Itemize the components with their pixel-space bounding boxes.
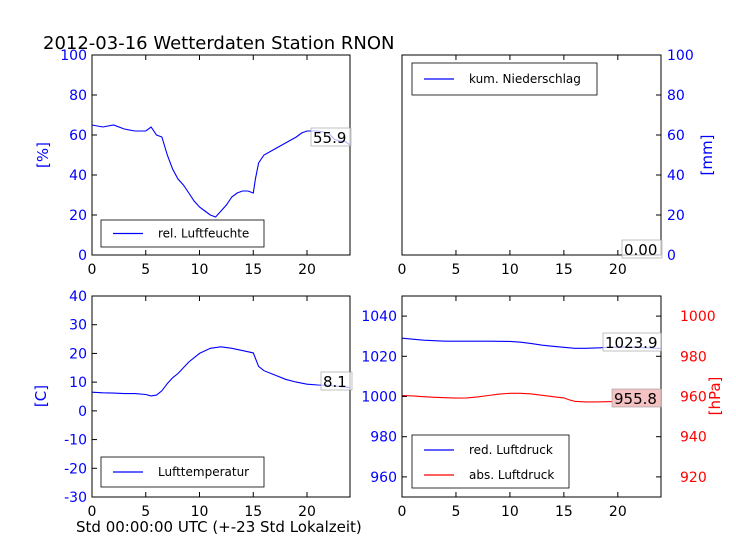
x-tick-label: 15 (244, 504, 262, 520)
legend-label: Lufttemperatur (158, 465, 249, 479)
end-value-box (602, 332, 662, 352)
y-tick-label: 100 (667, 48, 694, 64)
x-tick-label: 5 (141, 504, 150, 520)
legend-label: rel. Luftfeuchte (158, 227, 249, 241)
y-tick-label: 60 (69, 128, 87, 144)
legend-label: abs. Luftdruck (469, 468, 554, 482)
y-tick-label: 40 (667, 168, 685, 184)
y-tick-label: -30 (64, 490, 87, 506)
y-tick-label: -20 (64, 461, 87, 477)
y-tick-label: 10 (69, 375, 87, 391)
panel-humidity: 0 5 10 15 20 0 20 40 60 80 100 [%] 55.9 rel. Luftfeuc… (34, 48, 352, 278)
series-line-lufttemperatur (91, 346, 351, 397)
x-tick-label: 15 (555, 504, 573, 520)
x-tick-label: 0 (88, 262, 97, 278)
y2-tick-label: 1000 (680, 309, 716, 325)
y-tick-label: 0 (78, 404, 87, 420)
x-tick-label: 20 (609, 262, 627, 278)
x-tick-label: 5 (141, 262, 150, 278)
y2-tick-label: 920 (680, 470, 707, 486)
plot-frame (91, 54, 351, 256)
x-tick-label: 5 (451, 262, 460, 278)
y-tick-label: 80 (667, 88, 685, 104)
y-tick-label: 1000 (361, 390, 397, 406)
y-tick-label: 0 (78, 248, 87, 264)
y2-tick-label: 980 (680, 349, 707, 365)
legend-label: kum. Niederschlag (469, 72, 581, 86)
end-value-label: 955.8 (614, 390, 657, 408)
y2-tick-label: 940 (680, 430, 707, 446)
end-value-label: 8.1 (323, 373, 347, 391)
y-tick-label: 20 (667, 208, 685, 224)
y2-tick-label: 960 (680, 390, 707, 406)
y-axis-label: [%] (34, 142, 52, 168)
y-tick-label: 980 (370, 430, 397, 446)
legend-label: red. Luftdruck (469, 443, 553, 457)
plot-frame (91, 295, 351, 498)
legend-box (411, 434, 570, 489)
end-value-label: 0.00 (624, 241, 657, 259)
x-tick-label: 0 (398, 262, 407, 278)
end-value-label: 55.9 (313, 129, 346, 147)
x-tick-label: 20 (609, 504, 627, 520)
x-tick-label: 10 (501, 262, 519, 278)
panel-temperature: 0 5 10 15 20 -30 -20 -10 0 10 20 30 40 [C] 8.1 Lufttemp… (32, 289, 353, 520)
y-tick-label: 100 (60, 48, 87, 64)
y-tick-label: 0 (667, 248, 676, 264)
x-tick-label: 15 (555, 262, 573, 278)
end-value-box (320, 371, 353, 391)
end-value-box (611, 388, 662, 408)
y-tick-label: 1040 (361, 309, 397, 325)
y-tick-label: 1020 (361, 349, 397, 365)
panel-precip: 0 5 10 15 20 0 20 40 60 80 100 [mm] 0.00 kum. Nieders… (398, 48, 716, 278)
panel-pressure: 0 5 10 15 20 960 980 1000 1020 1040 920 940 960 980 10… (361, 295, 724, 520)
end-value-label: 1023.9 (605, 334, 658, 352)
y-tick-label: 60 (667, 128, 685, 144)
x-tick-label: 5 (451, 504, 460, 520)
y-tick-label: 40 (69, 289, 87, 305)
end-value-box (310, 127, 352, 147)
series-line-rel-luftfeuchte (91, 124, 351, 218)
x-tick-label: 0 (398, 504, 407, 520)
y-tick-label: 20 (69, 346, 87, 362)
x-tick-label: 0 (88, 504, 97, 520)
x-tick-label: 20 (298, 262, 316, 278)
plot-frame (401, 54, 662, 256)
x-tick-label: 10 (501, 504, 519, 520)
y-tick-label: 20 (69, 208, 87, 224)
y-tick-label: 40 (69, 168, 87, 184)
y-tick-label: 960 (370, 470, 397, 486)
x-axis-label: Std 00:00:00 UTC (+-23 Std Lokalzeit) (76, 518, 362, 536)
x-tick-label: 20 (298, 504, 316, 520)
x-tick-label: 10 (191, 504, 209, 520)
y-tick-label: 80 (69, 88, 87, 104)
figure-title: 2012-03-16 Wetterdaten Station RNON (43, 33, 394, 54)
x-tick-label: 10 (191, 262, 209, 278)
y-tick-label: 30 (69, 318, 87, 334)
end-value-box (621, 239, 663, 259)
y-axis-label: [C] (32, 385, 50, 407)
y-axis-label: [hPa] (706, 377, 724, 416)
x-tick-label: 15 (244, 262, 262, 278)
y-tick-label: -10 (64, 433, 87, 449)
y-axis-label: [mm] (698, 135, 716, 176)
